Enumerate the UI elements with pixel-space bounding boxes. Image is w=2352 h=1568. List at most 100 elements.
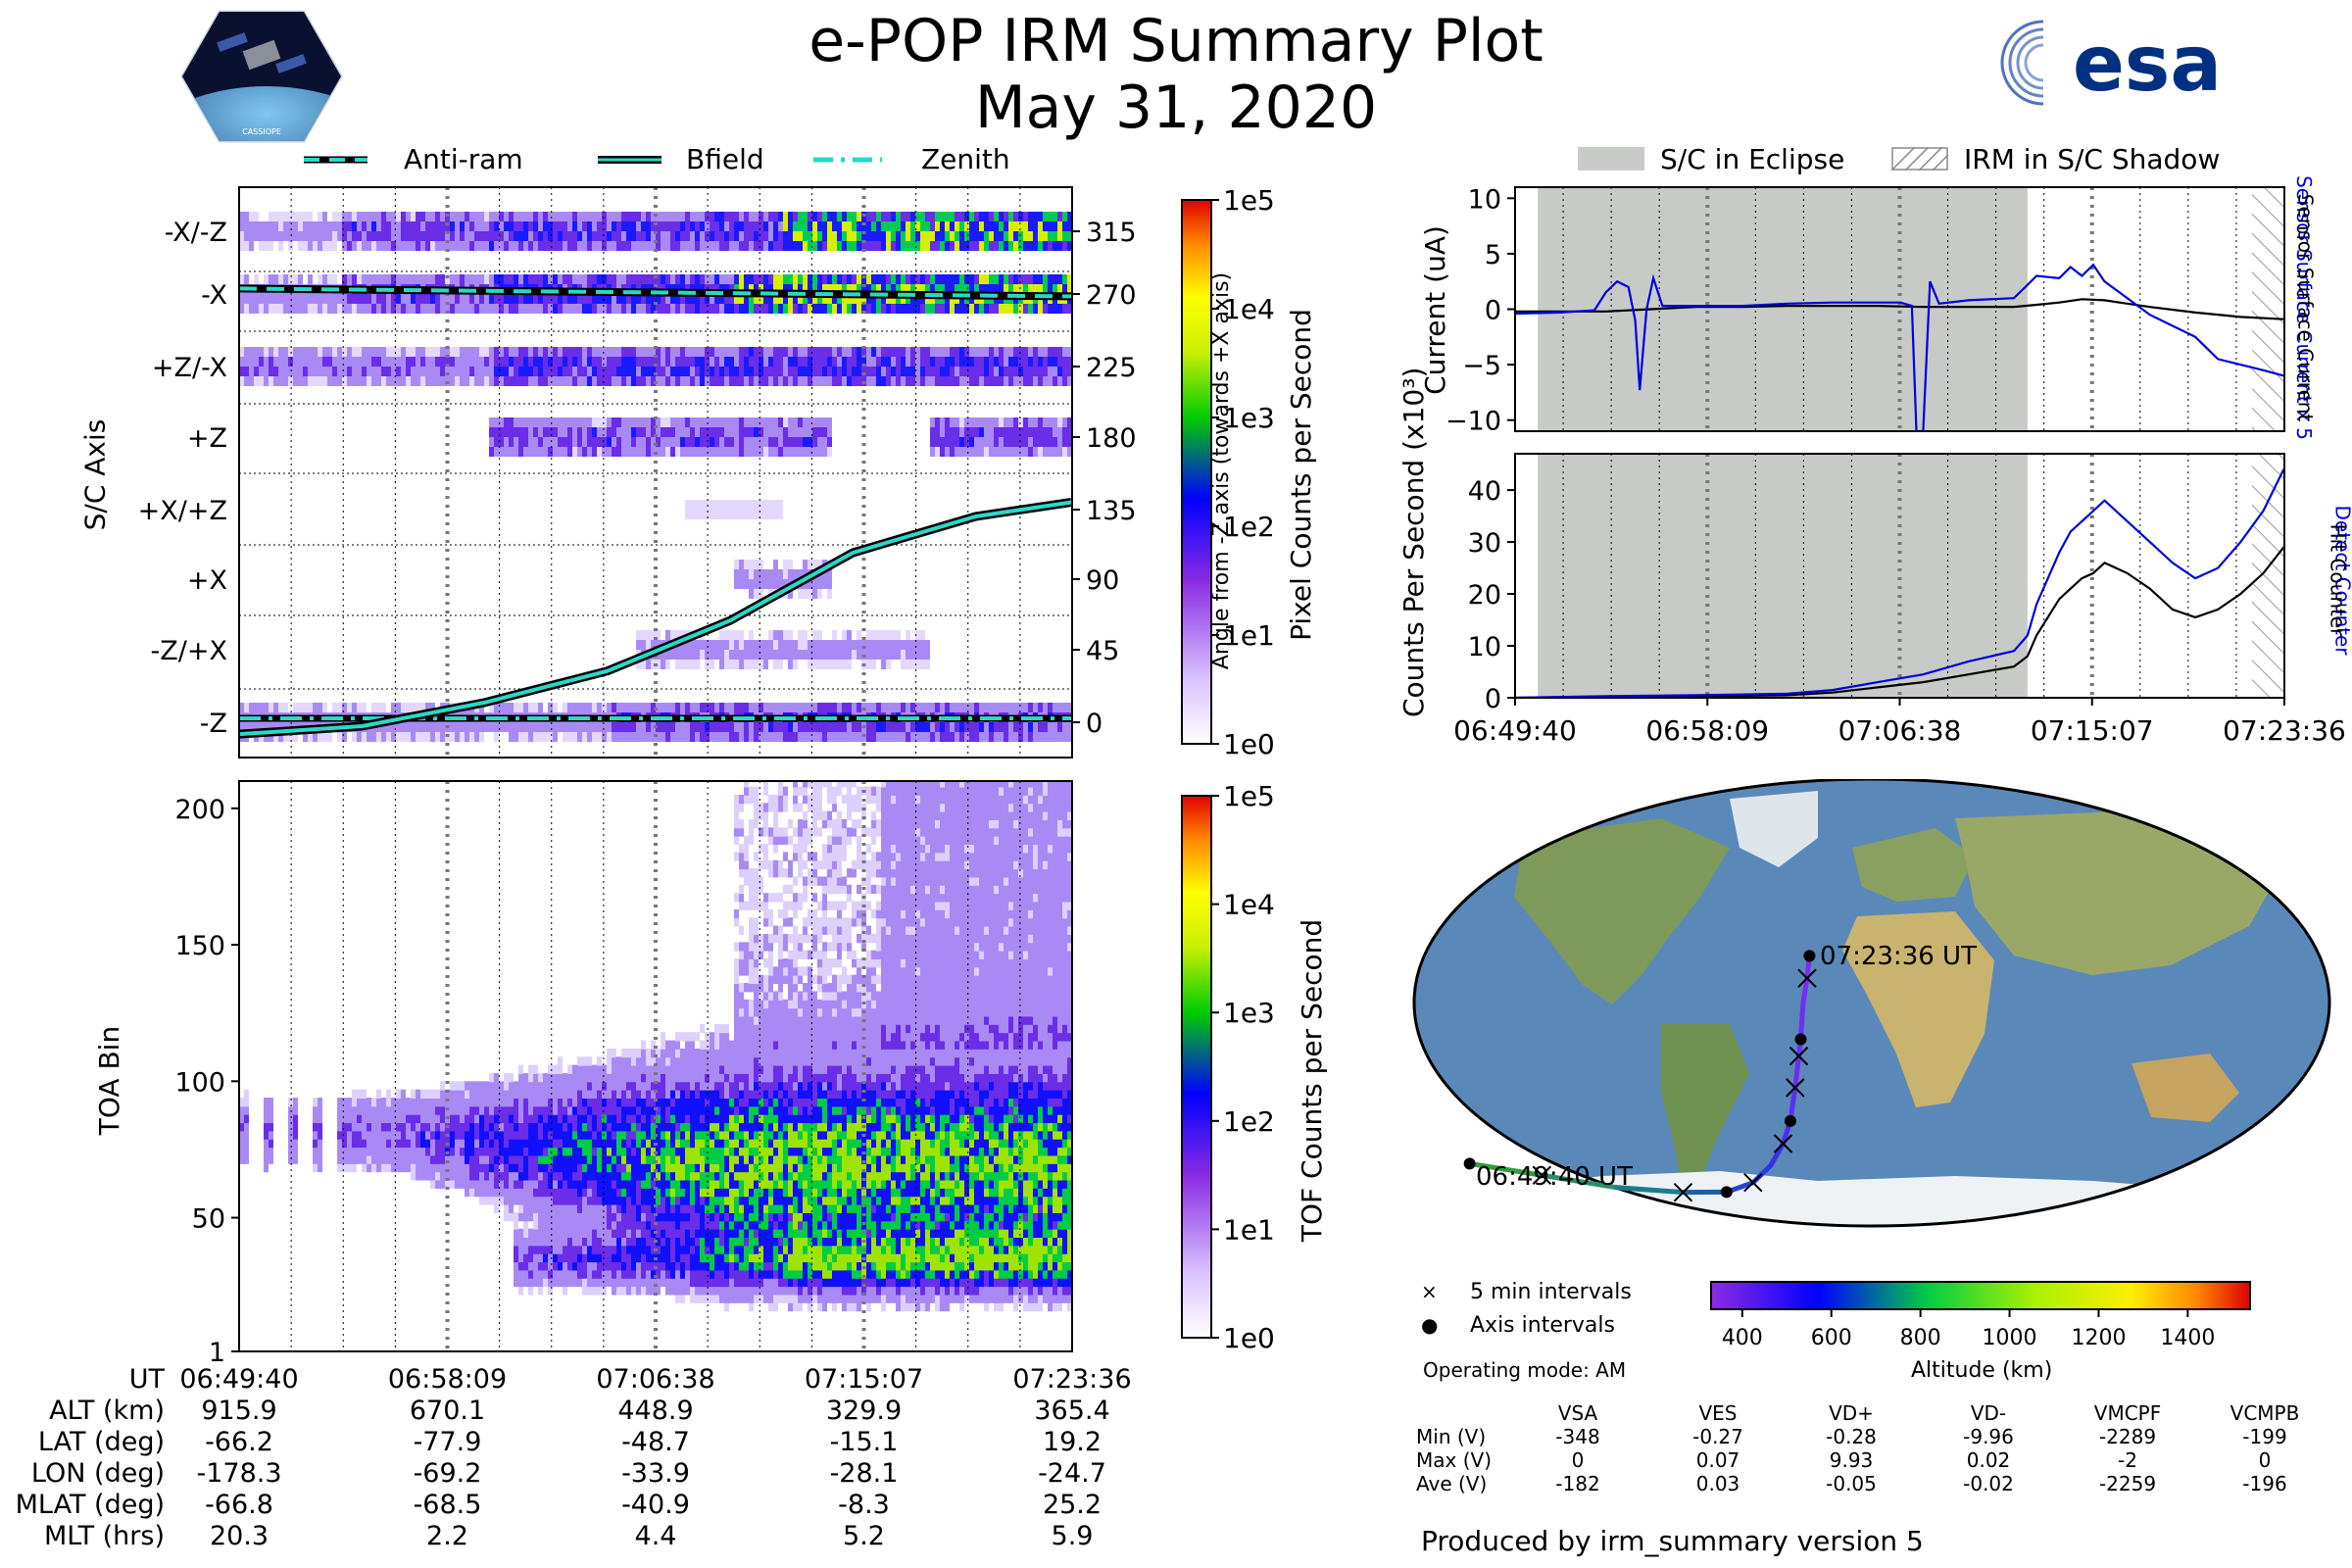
sc-pixel-cell: [700, 447, 705, 457]
toa-pixel-cell: [543, 1089, 548, 1099]
toa-pixel-cell: [244, 1130, 249, 1140]
sc-pixel-cell: [822, 579, 827, 589]
sc-pixel-cell: [661, 703, 665, 712]
sc-pixel-cell: [278, 367, 283, 376]
sc-pixel-cell: [803, 650, 808, 660]
toa-pixel-cell: [607, 1113, 612, 1124]
sc-pixel-cell: [528, 274, 533, 284]
toa-pixel-cell: [670, 1040, 675, 1050]
sc-pixel-cell: [910, 347, 915, 357]
sc-pixel-cell: [685, 427, 690, 437]
sc-pixel-cell: [357, 703, 362, 712]
sc-pixel-cell: [974, 703, 979, 712]
sc-pixel-cell: [1067, 376, 1072, 386]
sc-pixel-cell: [435, 347, 440, 357]
sc-pixel-cell: [455, 274, 460, 284]
toa-pixel-cell: [342, 1162, 347, 1173]
sc-pixel-cell: [915, 660, 920, 669]
toa-pixel-cell: [509, 1081, 514, 1091]
toa-pixel-cell: [533, 1237, 538, 1247]
sc-pixel-cell: [396, 221, 401, 231]
sc-pixel-cell: [646, 357, 651, 367]
toa-pixel-cell: [455, 1171, 460, 1181]
toa-pixel-cell: [558, 1211, 563, 1222]
toa-pixel-cell: [656, 1048, 661, 1058]
toa-pixel-cell: [514, 1081, 518, 1091]
sc-pixel-cell: [989, 241, 994, 251]
toa-pixel-cell: [675, 1032, 680, 1042]
toa-pixel-cell: [636, 1171, 641, 1181]
sc-pixel-cell: [749, 447, 754, 457]
toa-pixel-cell: [597, 1252, 602, 1263]
sc-pixel-cell: [1033, 447, 1038, 457]
sc-pixel-cell: [469, 294, 474, 304]
sc-pixel-cell: [612, 367, 616, 376]
sc-pixel-cell: [925, 367, 930, 376]
sc-pixel-cell: [626, 427, 631, 437]
toa-pixel-cell: [514, 1245, 518, 1254]
sc-pixel-cell: [239, 347, 244, 357]
sc-pixel-cell: [337, 221, 342, 231]
sc-pixel-cell: [724, 357, 729, 367]
toa-pixel-cell: [621, 1228, 626, 1239]
sc-pixel-cell: [734, 284, 739, 294]
sc-pixel-cell: [641, 376, 646, 386]
toa-pixel-cell: [582, 1162, 587, 1173]
toa-pixel-cell: [337, 1162, 342, 1173]
toa-pixel-cell: [670, 1261, 675, 1271]
sc-pixel-cell: [783, 357, 788, 367]
sc-pixel-cell: [827, 579, 832, 589]
toa-pixel-cell: [572, 1171, 577, 1181]
sc-pixel-cell: [861, 367, 866, 376]
sc-pixel-cell: [920, 640, 925, 650]
toa-pixel-cell: [641, 1196, 646, 1205]
sc-pixel-cell: [278, 231, 283, 241]
sc-pixel-cell: [690, 304, 695, 314]
toa-pixel-cell: [621, 1064, 626, 1074]
toa-pixel-cell: [514, 1269, 518, 1279]
sc-pixel-cell: [278, 241, 283, 251]
toa-pixel-cell: [460, 1081, 465, 1091]
sc-pixel-cell: [881, 357, 886, 367]
sc-pixel-cell: [714, 294, 719, 304]
sc-pixel-cell: [915, 284, 920, 294]
sc-pixel-cell: [935, 284, 940, 294]
sc-pixel-cell: [626, 376, 631, 386]
toa-pixel-cell: [416, 1162, 420, 1173]
toa-pixel-cell: [602, 1089, 607, 1099]
sc-pixel-cell: [558, 212, 563, 221]
sc-pixel-cell: [763, 722, 768, 732]
toa-pixel-cell: [602, 1081, 607, 1091]
sc-pixel-cell: [744, 732, 749, 742]
toa-pixel-cell: [592, 1105, 597, 1115]
sc-pixel-cell: [759, 284, 763, 294]
toa-pixel-cell: [499, 1187, 504, 1198]
toa-pixel-cell: [670, 1196, 675, 1205]
toa-pixel-cell: [523, 1089, 528, 1099]
toa-pixel-cell: [597, 1211, 602, 1222]
sc-pixel-cell: [729, 212, 734, 221]
toa-pixel-cell: [528, 1179, 533, 1189]
sc-pixel-cell: [822, 231, 827, 241]
sc-pixel-cell: [621, 274, 626, 284]
sc-pixel-cell: [1038, 447, 1043, 457]
sc-pixel-cell: [244, 221, 249, 231]
sc-pixel-cell: [989, 376, 994, 386]
sc-pixel-cell: [984, 212, 989, 221]
toa-pixel-cell: [533, 1179, 538, 1189]
toa-pixel-cell: [651, 1269, 656, 1279]
sc-pixel-cell: [754, 589, 759, 599]
toa-pixel-cell: [367, 1122, 371, 1132]
sc-pixel-cell: [572, 722, 577, 732]
sc-pixel-cell: [1013, 376, 1018, 386]
toa-pixel-cell: [621, 1196, 626, 1205]
sc-pixel-cell: [700, 703, 705, 712]
toa-pixel-cell: [631, 1252, 636, 1263]
sc-pixel-cell: [391, 376, 396, 386]
sc-pixel-cell: [616, 703, 621, 712]
sc-pixel-cell: [734, 221, 739, 231]
sc-pixel-cell: [1033, 357, 1038, 367]
sc-pixel-cell: [616, 347, 621, 357]
sc-pixel-cell: [925, 241, 930, 251]
sc-pixel-cell: [440, 212, 445, 221]
